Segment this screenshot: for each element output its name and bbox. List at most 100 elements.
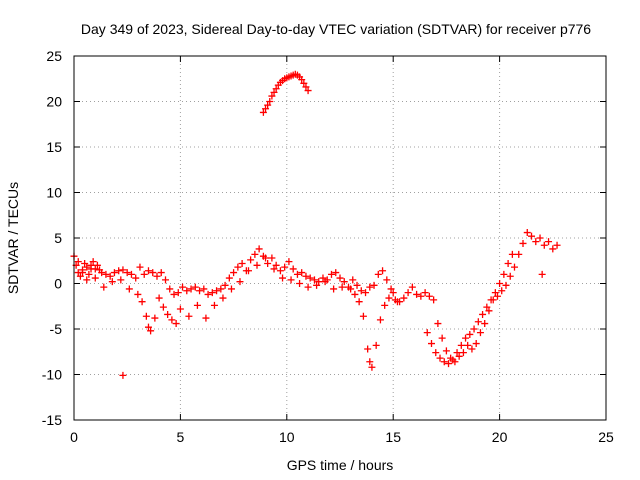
data-point	[89, 258, 97, 266]
data-point	[264, 101, 272, 109]
data-point	[123, 269, 131, 277]
x-axis-label: GPS time / hours	[287, 457, 394, 473]
data-point	[144, 267, 152, 275]
data-point	[179, 283, 187, 291]
data-point	[196, 287, 204, 295]
data-point	[264, 259, 272, 267]
data-point	[338, 283, 346, 291]
data-point	[230, 269, 238, 277]
data-point	[225, 274, 233, 282]
data-point	[247, 256, 255, 264]
data-point	[142, 312, 150, 320]
data-point	[351, 290, 359, 298]
data-point	[155, 294, 163, 302]
data-point	[332, 269, 340, 277]
data-point	[83, 263, 91, 271]
data-point	[270, 265, 278, 273]
y-tick-label: 0	[54, 276, 62, 292]
data-point	[438, 334, 446, 342]
data-point	[208, 289, 216, 297]
y-tick-label: -5	[50, 321, 63, 337]
data-point	[110, 269, 118, 277]
data-point	[421, 289, 429, 297]
data-point	[528, 232, 536, 240]
data-point	[404, 289, 412, 297]
data-point	[385, 294, 393, 302]
data-point	[244, 267, 252, 275]
data-point	[285, 258, 293, 266]
data-point	[174, 289, 182, 297]
data-point	[336, 274, 344, 282]
data-point	[496, 280, 504, 287]
data-point	[81, 259, 89, 267]
data-point	[330, 285, 338, 293]
data-point	[162, 276, 170, 284]
data-point	[268, 92, 276, 100]
data-point	[202, 314, 210, 322]
data-point	[313, 281, 321, 289]
data-point	[536, 234, 544, 242]
data-point	[287, 276, 295, 284]
data-point	[315, 278, 323, 286]
data-point	[370, 281, 378, 289]
data-point	[430, 296, 438, 304]
y-tick-label: 10	[46, 185, 62, 201]
data-point	[125, 285, 133, 293]
data-point	[100, 283, 108, 291]
data-point	[149, 269, 157, 277]
data-point	[442, 347, 450, 355]
data-point	[366, 283, 374, 291]
data-point	[91, 274, 99, 282]
data-point	[455, 352, 463, 360]
data-point	[262, 105, 270, 113]
data-point	[364, 345, 372, 353]
data-point	[479, 310, 487, 318]
data-point	[449, 356, 457, 364]
data-point	[279, 274, 287, 282]
data-point	[119, 266, 127, 274]
data-point	[457, 341, 465, 349]
data-point	[353, 281, 361, 289]
data-point	[504, 259, 512, 267]
data-point	[236, 278, 244, 286]
data-point	[389, 289, 397, 297]
data-point	[304, 283, 312, 291]
data-point	[519, 239, 527, 247]
data-point	[432, 349, 440, 357]
data-point	[485, 307, 493, 315]
data-point	[515, 250, 523, 258]
data-point	[445, 360, 453, 368]
data-point	[340, 278, 348, 286]
data-point	[153, 272, 161, 280]
data-point	[357, 287, 365, 295]
data-point	[234, 263, 242, 271]
data-point	[85, 270, 93, 278]
data-point	[183, 287, 191, 295]
data-point	[319, 274, 327, 282]
data-point	[532, 238, 540, 246]
data-point	[549, 245, 557, 253]
data-point	[138, 298, 146, 306]
data-point	[440, 358, 448, 366]
y-tick-label: -15	[42, 412, 62, 428]
data-point	[366, 358, 374, 366]
data-point	[227, 285, 235, 293]
data-point	[347, 285, 355, 293]
data-point	[219, 294, 227, 302]
data-point	[176, 305, 184, 313]
data-point	[408, 283, 416, 291]
data-point	[500, 270, 508, 278]
data-point	[213, 287, 221, 295]
data-point	[272, 261, 280, 269]
data-point	[374, 270, 382, 278]
data-point	[483, 303, 491, 311]
data-point	[253, 261, 261, 269]
data-point	[187, 285, 195, 293]
x-tick-label: 25	[598, 429, 614, 445]
data-point	[383, 276, 391, 284]
data-point	[281, 263, 289, 271]
data-point	[268, 254, 276, 262]
data-point	[159, 303, 167, 311]
data-point	[538, 270, 546, 278]
